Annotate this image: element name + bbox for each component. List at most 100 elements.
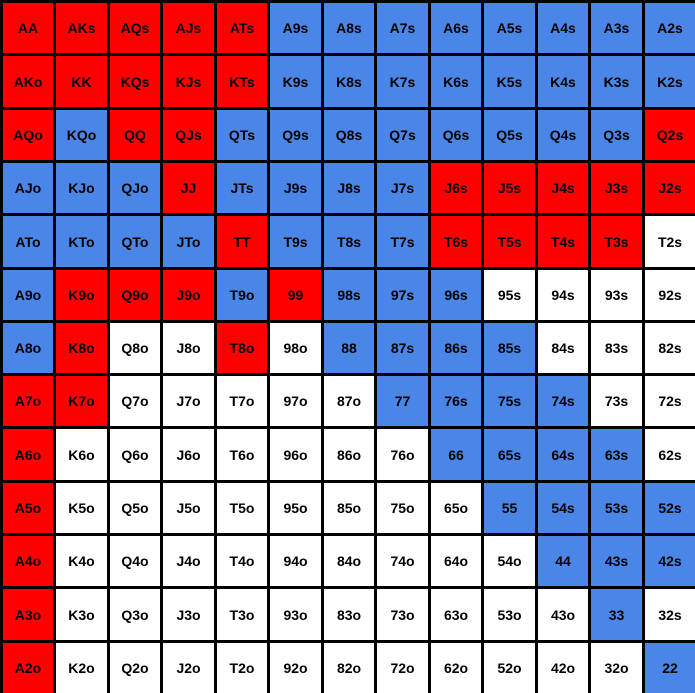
hand-cell-62o: 62o xyxy=(431,643,481,693)
hand-cell-95o: 95o xyxy=(270,483,321,533)
hand-cell-a8o: A8o xyxy=(3,323,53,373)
hand-cell-85s: 85s xyxy=(484,323,535,373)
hand-cell-j9o: J9o xyxy=(163,270,214,320)
hand-cell-qjo: QJo xyxy=(110,163,160,213)
hand-cell-k5o: K5o xyxy=(56,483,107,533)
hand-cell-63s: 63s xyxy=(591,429,642,480)
hand-cell-t3o: T3o xyxy=(217,589,267,640)
hand-cell-a2o: A2o xyxy=(3,643,53,693)
hand-cell-kto: KTo xyxy=(56,216,107,267)
hand-cell-a6s: A6s xyxy=(431,3,481,53)
hand-cell-j7s: J7s xyxy=(377,163,428,213)
hand-cell-q5o: Q5o xyxy=(110,483,160,533)
hand-cell-95s: 95s xyxy=(484,270,535,320)
hand-cell-aks: AKs xyxy=(56,3,107,53)
hand-cell-j2o: J2o xyxy=(163,643,214,693)
hand-cell-k8o: K8o xyxy=(56,323,107,373)
hand-cell-j3s: J3s xyxy=(591,163,642,213)
hand-cell-q7o: Q7o xyxy=(110,376,160,426)
hand-cell-86s: 86s xyxy=(431,323,481,373)
hand-cell-t6o: T6o xyxy=(217,429,267,480)
hand-cell-j4o: J4o xyxy=(163,536,214,586)
hand-cell-53s: 53s xyxy=(591,483,642,533)
hand-cell-93o: 93o xyxy=(270,589,321,640)
hand-cell-72o: 72o xyxy=(377,643,428,693)
hand-cell-q8s: Q8s xyxy=(324,110,374,160)
hand-cell-q9s: Q9s xyxy=(270,110,321,160)
hand-cell-32o: 32o xyxy=(591,643,642,693)
hand-cell-a2s: A2s xyxy=(645,3,695,53)
hand-cell-53o: 53o xyxy=(484,589,535,640)
hand-cell-22: 22 xyxy=(645,643,695,693)
hand-cell-86o: 86o xyxy=(324,429,374,480)
hand-cell-k6o: K6o xyxy=(56,429,107,480)
hand-cell-q4s: Q4s xyxy=(538,110,588,160)
hand-cell-63o: 63o xyxy=(431,589,481,640)
hand-cell-a4o: A4o xyxy=(3,536,53,586)
hand-cell-a8s: A8s xyxy=(324,3,374,53)
hand-cell-t5s: T5s xyxy=(484,216,535,267)
hand-cell-q2o: Q2o xyxy=(110,643,160,693)
hand-cell-t7o: T7o xyxy=(217,376,267,426)
hand-cell-k4s: K4s xyxy=(538,56,588,107)
hand-cell-76o: 76o xyxy=(377,429,428,480)
hand-cell-j6o: J6o xyxy=(163,429,214,480)
hand-cell-83o: 83o xyxy=(324,589,374,640)
hand-cell-q6o: Q6o xyxy=(110,429,160,480)
hand-cell-93s: 93s xyxy=(591,270,642,320)
hand-cell-55: 55 xyxy=(484,483,535,533)
hand-cell-ats: ATs xyxy=(217,3,267,53)
hand-cell-k2s: K2s xyxy=(645,56,695,107)
hand-cell-qto: QTo xyxy=(110,216,160,267)
hand-cell-jj: JJ xyxy=(163,163,214,213)
hand-cell-q6s: Q6s xyxy=(431,110,481,160)
hand-cell-43s: 43s xyxy=(591,536,642,586)
hand-cell-qq: QQ xyxy=(110,110,160,160)
hand-cell-kqs: KQs xyxy=(110,56,160,107)
hand-cell-j5s: J5s xyxy=(484,163,535,213)
hand-cell-q5s: Q5s xyxy=(484,110,535,160)
hand-cell-65o: 65o xyxy=(431,483,481,533)
hand-cell-92s: 92s xyxy=(645,270,695,320)
hand-cell-k3s: K3s xyxy=(591,56,642,107)
hand-cell-j8s: J8s xyxy=(324,163,374,213)
hand-cell-k5s: K5s xyxy=(484,56,535,107)
hand-cell-77: 77 xyxy=(377,376,428,426)
hand-cell-94s: 94s xyxy=(538,270,588,320)
hand-cell-k2o: K2o xyxy=(56,643,107,693)
hand-cell-33: 33 xyxy=(591,589,642,640)
hand-cell-tt: TT xyxy=(217,216,267,267)
hand-cell-j4s: J4s xyxy=(538,163,588,213)
hand-cell-64s: 64s xyxy=(538,429,588,480)
hand-cell-66: 66 xyxy=(431,429,481,480)
hand-cell-q3s: Q3s xyxy=(591,110,642,160)
hand-cell-kjo: KJo xyxy=(56,163,107,213)
hand-cell-j9s: J9s xyxy=(270,163,321,213)
hand-cell-97s: 97s xyxy=(377,270,428,320)
hand-cell-73o: 73o xyxy=(377,589,428,640)
hand-cell-t4s: T4s xyxy=(538,216,588,267)
hand-cell-54o: 54o xyxy=(484,536,535,586)
hand-cell-t9s: T9s xyxy=(270,216,321,267)
hand-cell-62s: 62s xyxy=(645,429,695,480)
hand-cell-44: 44 xyxy=(538,536,588,586)
hand-cell-75s: 75s xyxy=(484,376,535,426)
hand-cell-t8o: T8o xyxy=(217,323,267,373)
hand-cell-98s: 98s xyxy=(324,270,374,320)
hand-cell-j5o: J5o xyxy=(163,483,214,533)
hand-cell-52o: 52o xyxy=(484,643,535,693)
hand-cell-t2o: T2o xyxy=(217,643,267,693)
hand-cell-ajs: AJs xyxy=(163,3,214,53)
hand-cell-q4o: Q4o xyxy=(110,536,160,586)
hand-cell-aqs: AQs xyxy=(110,3,160,53)
hand-cell-84o: 84o xyxy=(324,536,374,586)
hand-cell-42s: 42s xyxy=(645,536,695,586)
hand-cell-96s: 96s xyxy=(431,270,481,320)
hand-cell-73s: 73s xyxy=(591,376,642,426)
hand-cell-94o: 94o xyxy=(270,536,321,586)
hand-cell-99: 99 xyxy=(270,270,321,320)
hand-cell-ajo: AJo xyxy=(3,163,53,213)
hand-cell-74s: 74s xyxy=(538,376,588,426)
hand-cell-t3s: T3s xyxy=(591,216,642,267)
